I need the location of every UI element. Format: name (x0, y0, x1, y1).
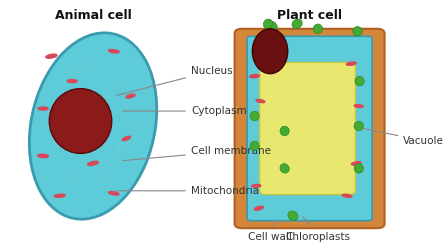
Ellipse shape (250, 111, 259, 121)
FancyBboxPatch shape (247, 36, 372, 221)
Ellipse shape (122, 136, 130, 141)
Ellipse shape (49, 89, 112, 153)
Ellipse shape (250, 141, 259, 151)
Ellipse shape (254, 206, 263, 210)
Ellipse shape (355, 76, 364, 86)
Ellipse shape (67, 80, 77, 83)
Ellipse shape (38, 154, 48, 158)
Text: Animal cell: Animal cell (55, 9, 131, 22)
Ellipse shape (280, 126, 289, 136)
Ellipse shape (54, 194, 65, 197)
Ellipse shape (263, 19, 272, 28)
Ellipse shape (354, 105, 363, 108)
Ellipse shape (313, 24, 323, 34)
Ellipse shape (352, 162, 361, 165)
Ellipse shape (267, 21, 277, 31)
Ellipse shape (342, 194, 352, 197)
Text: Mitochondria: Mitochondria (116, 186, 259, 196)
Ellipse shape (252, 184, 261, 187)
Ellipse shape (108, 50, 119, 53)
Ellipse shape (354, 121, 363, 131)
Text: Plant cell: Plant cell (277, 9, 342, 22)
FancyBboxPatch shape (260, 62, 355, 195)
Ellipse shape (288, 211, 298, 220)
Ellipse shape (126, 94, 135, 98)
Ellipse shape (280, 164, 289, 173)
Ellipse shape (256, 100, 265, 103)
Ellipse shape (252, 29, 288, 74)
Ellipse shape (250, 75, 259, 78)
Ellipse shape (38, 107, 48, 110)
Ellipse shape (46, 54, 57, 58)
Ellipse shape (29, 33, 157, 219)
Ellipse shape (292, 19, 302, 28)
Text: Chloroplasts: Chloroplasts (285, 217, 350, 242)
Text: Cell membrane: Cell membrane (123, 146, 271, 161)
Ellipse shape (88, 161, 99, 166)
Text: Cytoplasm: Cytoplasm (123, 106, 246, 116)
Ellipse shape (109, 192, 119, 195)
Ellipse shape (353, 26, 362, 36)
Ellipse shape (346, 62, 356, 65)
FancyBboxPatch shape (235, 29, 384, 228)
Text: Cell wall: Cell wall (248, 221, 292, 242)
Text: Nucleus: Nucleus (116, 66, 233, 96)
Ellipse shape (354, 164, 363, 173)
Text: Vacuole: Vacuole (354, 127, 444, 146)
